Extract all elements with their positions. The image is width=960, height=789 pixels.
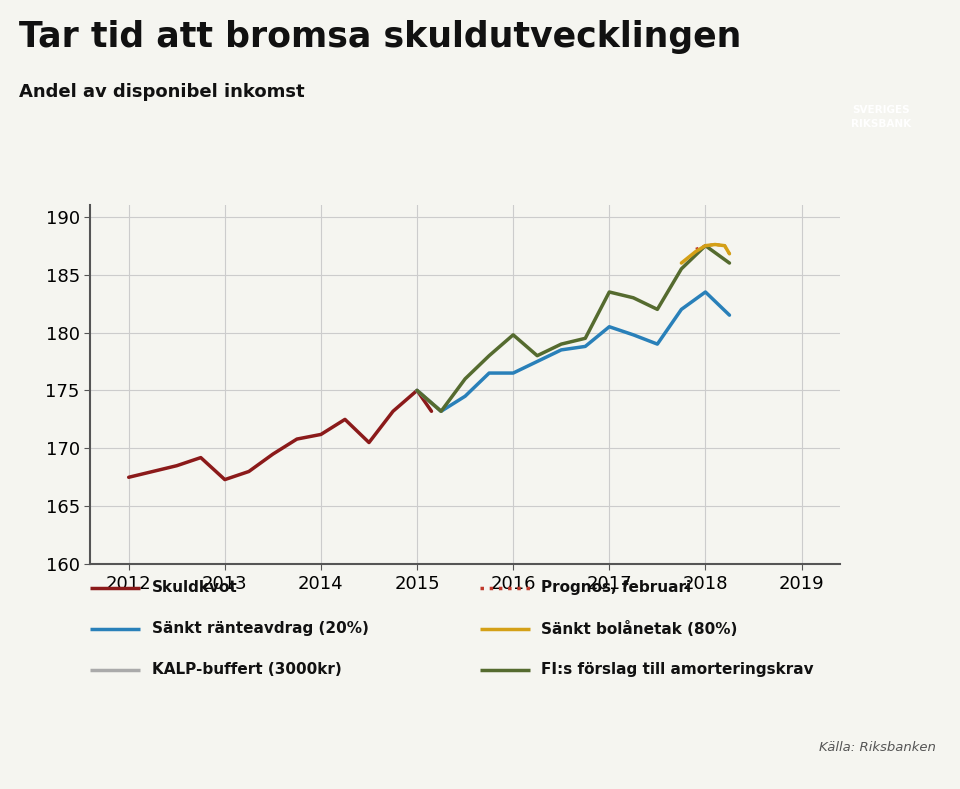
Text: Skuldkvot: Skuldkvot [152, 580, 237, 596]
Text: Prognos, februari: Prognos, februari [541, 580, 691, 596]
Text: FI:s förslag till amorteringskrav: FI:s förslag till amorteringskrav [541, 662, 814, 678]
Text: SVERIGES
RIKSBANK: SVERIGES RIKSBANK [851, 105, 911, 129]
Text: Sänkt ränteavdrag (20%): Sänkt ränteavdrag (20%) [152, 621, 369, 637]
Text: Sänkt bolånetak (80%): Sänkt bolånetak (80%) [541, 621, 738, 637]
Text: Källa: Riksbanken: Källa: Riksbanken [819, 742, 936, 754]
Text: KALP-buffert (3000kr): KALP-buffert (3000kr) [152, 662, 342, 678]
Text: Andel av disponibel inkomst: Andel av disponibel inkomst [19, 83, 305, 101]
Text: Tar tid att bromsa skuldutvecklingen: Tar tid att bromsa skuldutvecklingen [19, 20, 741, 54]
